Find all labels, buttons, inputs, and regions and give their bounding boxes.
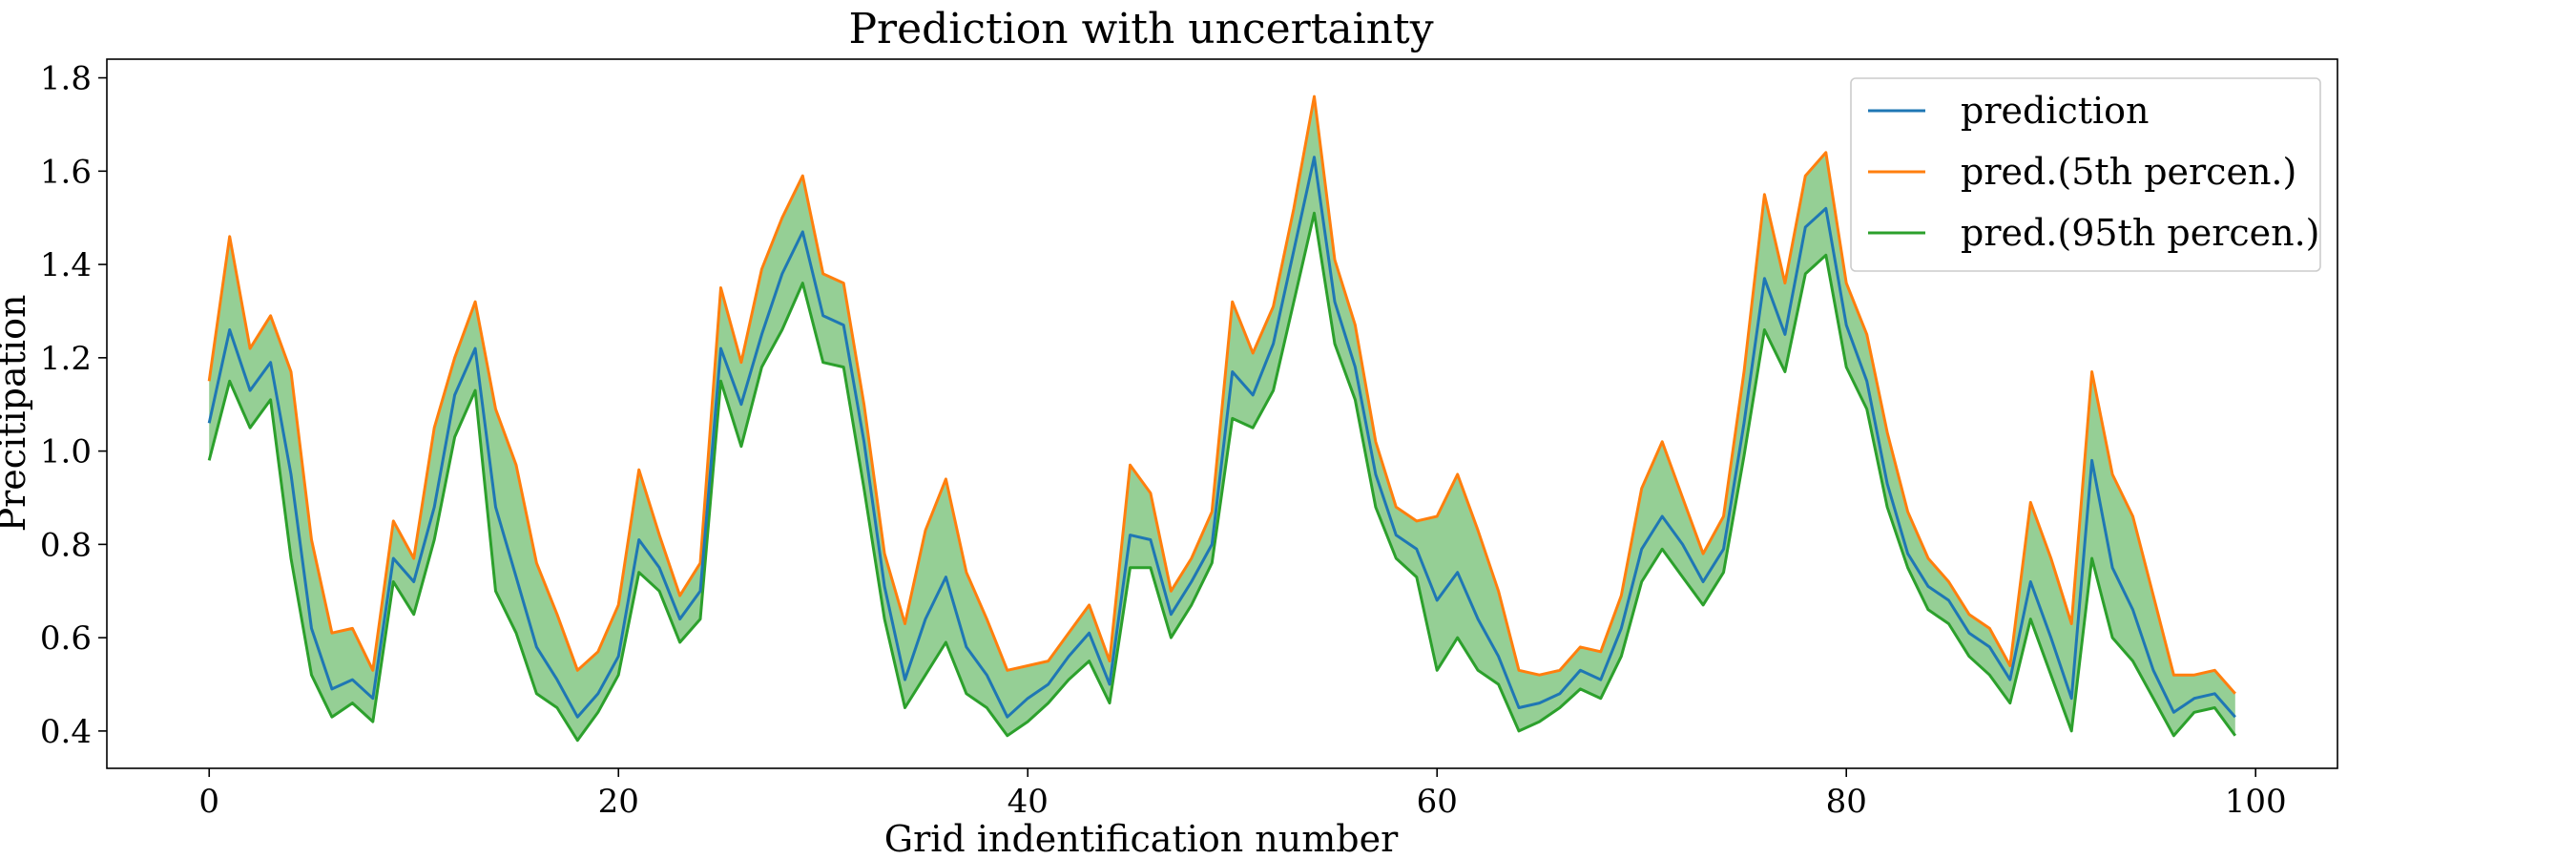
y-tick-label: 1.2 bbox=[40, 340, 92, 378]
y-tick-label: 0.8 bbox=[40, 526, 92, 564]
legend-box bbox=[1850, 77, 2321, 272]
x-tick-label: 80 bbox=[1826, 783, 1867, 821]
y-tick-label: 1.4 bbox=[40, 246, 92, 284]
y-tick-label: 1.8 bbox=[40, 60, 92, 98]
y-tick-label: 0.6 bbox=[40, 619, 92, 658]
y-tick-label: 0.4 bbox=[40, 713, 92, 751]
series-lines bbox=[207, 94, 2237, 743]
legend-label-pred-5th-percen: pred.(5th percen.) bbox=[1961, 151, 2296, 193]
series-line-pred-95th-percen bbox=[207, 211, 2237, 743]
series-line-pred-5th-percen bbox=[207, 94, 2236, 695]
y-axis-label: Precitipation bbox=[0, 295, 33, 533]
x-tick-label: 60 bbox=[1417, 783, 1458, 821]
x-tick-label: 20 bbox=[598, 783, 639, 821]
chart-title: Prediction with uncertainty bbox=[848, 5, 1433, 53]
x-tick-label: 40 bbox=[1008, 783, 1049, 821]
legend-label-pred-95th-percen: pred.(95th percen.) bbox=[1961, 212, 2320, 254]
y-axis-ticks: 0.4 0.6 0.8 1.0 1.2 1.4 1.6 1.8 bbox=[40, 60, 107, 751]
legend: prediction pred.(5th percen.) pred.(95th p… bbox=[1850, 77, 2321, 272]
legend-label-prediction: prediction bbox=[1961, 90, 2150, 132]
x-axis-ticks: 0 20 40 60 80 100 bbox=[198, 768, 2287, 821]
plot-frame bbox=[106, 58, 2338, 769]
x-tick-label: 100 bbox=[2225, 783, 2287, 821]
plot-area bbox=[106, 58, 2338, 769]
x-axis-label: Grid indentification number bbox=[884, 818, 1399, 859]
x-tick-label: 0 bbox=[198, 783, 219, 821]
series-line-prediction bbox=[207, 156, 2236, 719]
y-tick-label: 1.0 bbox=[40, 433, 92, 471]
y-tick-label: 1.6 bbox=[40, 153, 92, 191]
